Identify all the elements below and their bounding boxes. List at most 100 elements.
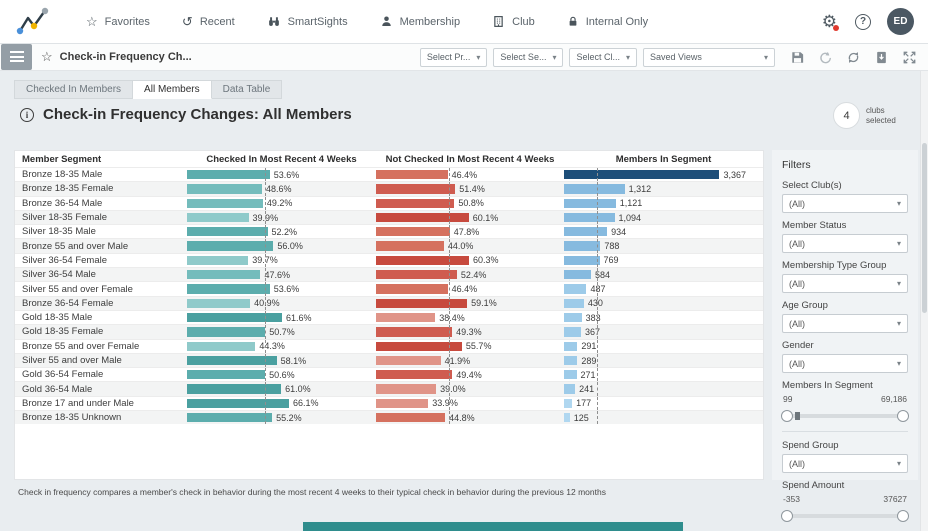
bar-cell[interactable]: 39.0% [376, 382, 564, 396]
bar-cell[interactable]: 383 [564, 310, 763, 325]
filter-select[interactable]: (All) ▾ [782, 314, 908, 333]
help-button[interactable]: ? [855, 13, 871, 30]
bar[interactable] [564, 212, 615, 223]
bar-cell[interactable]: 61.6% [187, 310, 376, 325]
table-row[interactable]: Silver 55 and over Female 53.6% 46.4% 487 [15, 281, 763, 296]
bar-cell[interactable]: 1,312 [564, 182, 763, 196]
bar[interactable] [376, 341, 462, 351]
bar-cell[interactable]: 58.1% [187, 353, 376, 368]
bar[interactable] [187, 212, 249, 223]
bar-cell[interactable]: 584 [564, 268, 763, 282]
bar-cell[interactable]: 52.4% [376, 268, 564, 282]
bar-cell[interactable]: 1,121 [564, 196, 763, 210]
bar-cell[interactable]: 40.9% [187, 296, 376, 310]
table-row[interactable]: Bronze 18-35 Male 53.6% 46.4% 3,367 [15, 167, 763, 182]
slider-handle-left[interactable] [781, 410, 793, 422]
bar[interactable] [187, 198, 263, 208]
bar-cell[interactable]: 44.3% [187, 339, 376, 353]
bar-cell[interactable]: 48.6% [187, 182, 376, 196]
bar[interactable] [564, 370, 577, 380]
bar-cell[interactable]: 44.8% [376, 411, 564, 425]
table-row[interactable]: Gold 36-54 Male 61.0% 39.0% 241 [15, 381, 763, 396]
bar-cell[interactable]: 52.2% [187, 225, 376, 239]
slider-handle-right[interactable] [897, 410, 909, 422]
members-in-segment-slider[interactable] [781, 410, 909, 422]
bar[interactable] [187, 413, 273, 423]
bar[interactable] [564, 284, 587, 294]
bar-cell[interactable]: 33.9% [376, 396, 564, 411]
toolbar-select[interactable]: Select Se... ▾ [493, 47, 564, 67]
bar[interactable] [564, 312, 582, 323]
bar-cell[interactable]: 61.0% [187, 382, 376, 396]
vertical-scrollbar[interactable] [920, 71, 928, 531]
filter-select[interactable]: (All) ▾ [782, 194, 908, 213]
table-row[interactable]: Gold 18-35 Male 61.6% 38.4% 383 [15, 309, 763, 325]
bar-cell[interactable]: 53.6% [187, 282, 376, 296]
tab-data-table[interactable]: Data Table [211, 80, 283, 99]
bar[interactable] [187, 384, 282, 394]
nav-item-club[interactable]: Club [492, 15, 535, 28]
bar-cell[interactable]: 289 [564, 353, 763, 368]
bar[interactable] [187, 241, 274, 251]
bar-cell[interactable]: 3,367 [564, 168, 763, 182]
fullscreen-button[interactable] [903, 51, 916, 64]
table-row[interactable]: Bronze 36-54 Male 49.2% 50.8% 1,121 [15, 195, 763, 210]
bar[interactable] [564, 241, 601, 251]
bar[interactable] [187, 370, 266, 380]
table-row[interactable]: Silver 36-54 Male 47.6% 52.4% 584 [15, 267, 763, 282]
undo-button[interactable] [819, 51, 832, 64]
bar[interactable] [376, 398, 429, 409]
tab-all-members[interactable]: All Members [133, 80, 212, 99]
filter-select[interactable]: (All) ▾ [782, 274, 908, 293]
bar[interactable] [564, 298, 584, 308]
bar-cell[interactable]: 367 [564, 325, 763, 339]
saved-views-select[interactable]: Saved Views ▾ [643, 47, 775, 67]
bar[interactable] [187, 341, 256, 351]
bar[interactable] [187, 227, 268, 237]
bar[interactable] [187, 298, 251, 308]
bar-cell[interactable]: 59.1% [376, 296, 564, 310]
bar-cell[interactable]: 46.4% [376, 282, 564, 296]
refresh-button[interactable] [847, 51, 860, 64]
bar-cell[interactable]: 51.4% [376, 182, 564, 196]
bar[interactable] [187, 398, 289, 409]
bar[interactable] [376, 327, 453, 337]
bar[interactable] [376, 355, 441, 366]
bar[interactable] [564, 413, 570, 423]
bar-cell[interactable]: 291 [564, 339, 763, 353]
bar[interactable] [376, 270, 457, 280]
bar[interactable] [376, 255, 470, 266]
bar[interactable] [187, 255, 249, 266]
bar-cell[interactable]: 46.4% [376, 168, 564, 182]
tab-checked-in-members[interactable]: Checked In Members [14, 80, 134, 99]
bar-cell[interactable]: 271 [564, 368, 763, 382]
bar[interactable] [376, 227, 450, 237]
bar[interactable] [376, 184, 456, 194]
bar-cell[interactable]: 49.4% [376, 368, 564, 382]
bar[interactable] [564, 398, 573, 409]
slider-handle-right[interactable] [897, 510, 909, 522]
table-row[interactable]: Gold 18-35 Female 50.7% 49.3% 367 [15, 324, 763, 339]
bar-cell[interactable]: 788 [564, 239, 763, 253]
bar-cell[interactable]: 60.3% [376, 253, 564, 268]
bar[interactable] [564, 341, 578, 351]
table-row[interactable]: Silver 36-54 Female 39.7% 60.3% 769 [15, 252, 763, 268]
bar[interactable] [376, 284, 448, 294]
export-button[interactable] [875, 51, 888, 64]
toolbar-select[interactable]: Select Pr... ▾ [419, 47, 488, 67]
bar[interactable] [187, 355, 277, 366]
bar-cell[interactable]: 769 [564, 253, 763, 268]
settings-button[interactable]: ⚙ [822, 12, 839, 32]
bar[interactable] [376, 413, 446, 423]
bar[interactable] [564, 327, 581, 337]
bar[interactable] [564, 384, 576, 394]
filter-select[interactable]: (All) ▾ [782, 354, 908, 373]
bar-cell[interactable]: 934 [564, 225, 763, 239]
bar[interactable] [564, 198, 616, 208]
bar[interactable] [376, 241, 444, 251]
bar[interactable] [564, 170, 720, 180]
bar[interactable] [376, 298, 468, 308]
bar[interactable] [376, 170, 448, 180]
favorite-star-icon[interactable]: ☆ [41, 49, 53, 64]
info-icon[interactable]: i [20, 107, 34, 122]
